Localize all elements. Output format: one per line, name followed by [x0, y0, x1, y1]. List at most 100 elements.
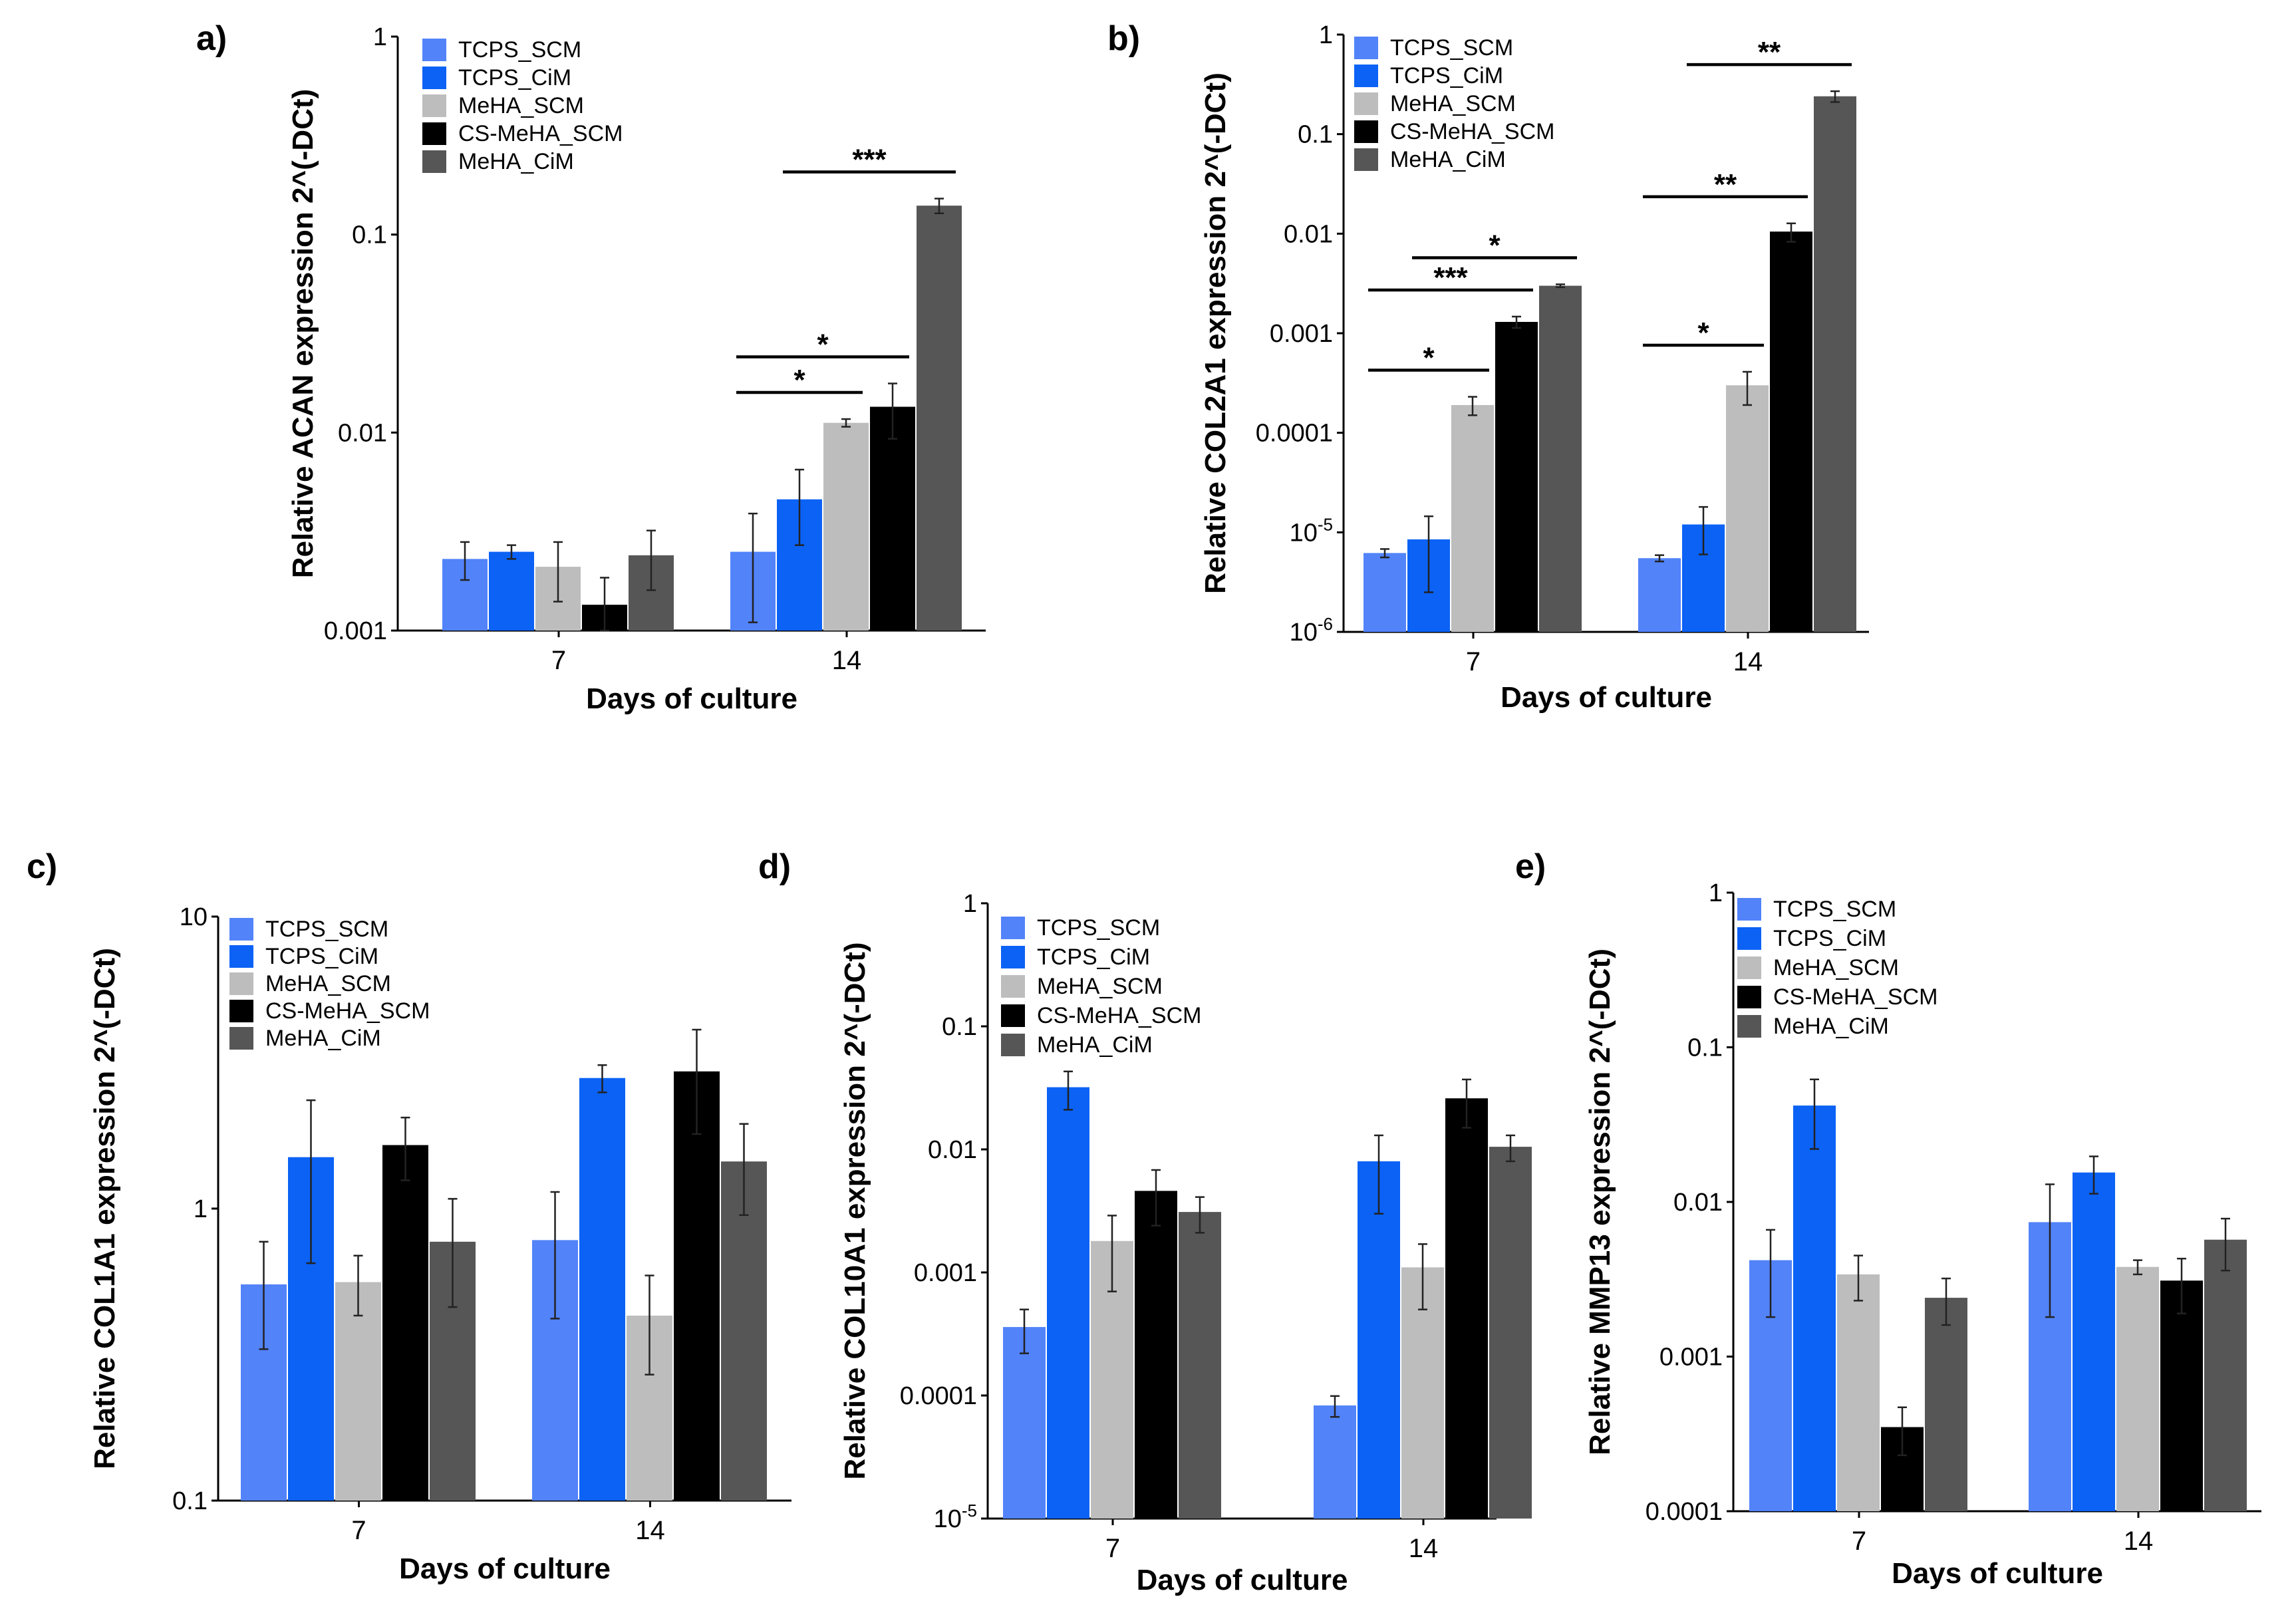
legend-label: CS-MeHA_SCM — [1390, 119, 1554, 144]
x-axis-title: Days of culture — [1892, 1557, 2103, 1590]
legend-swatch — [1354, 65, 1378, 87]
x-tick-label: 7 — [351, 1516, 366, 1545]
panel-d: d) 10-5 0.0001 0.001 0.01 0.1 1 7 14 TCPS_SCM TCPS… — [758, 847, 1532, 1596]
x-tick-label: 7 — [1852, 1527, 1866, 1556]
panel-a-label: a) — [196, 19, 227, 58]
significance-label: * — [793, 364, 805, 396]
bar-cs-meha-scm-day7 — [1135, 1191, 1177, 1519]
x-tick-label: 7 — [551, 646, 566, 675]
y-tick-label: 0.001 — [914, 1259, 977, 1287]
legend-swatch — [422, 94, 446, 117]
bar-tcps-cim-day14 — [2073, 1172, 2115, 1511]
bar-meha-cim-day7 — [1179, 1212, 1221, 1519]
legend-label: TCPS_CiM — [1773, 926, 1886, 951]
y-axis-title: Relative MMP13 expression 2^(-DCt) — [1584, 949, 1616, 1455]
y-tick-label: 0.1 — [942, 1013, 977, 1041]
significance-label: * — [817, 329, 829, 361]
legend-swatch — [229, 1027, 253, 1050]
bar-meha-cim-day14 — [1814, 96, 1856, 632]
x-tick-label: 14 — [1409, 1534, 1439, 1563]
legend-swatch — [1737, 927, 1761, 950]
legend-label: MeHA_SCM — [1773, 955, 1899, 980]
legend-label: MeHA_CiM — [1037, 1032, 1153, 1058]
bar-meha-cim-day14 — [2204, 1239, 2247, 1511]
legend-swatch — [229, 918, 253, 941]
legend-swatch — [1001, 1034, 1025, 1056]
panel-d-label: d) — [758, 847, 791, 886]
y-tick-label: 1 — [194, 1195, 208, 1223]
x-tick-label: 14 — [635, 1516, 665, 1545]
panel-e: e) 0.0001 0.001 0.01 0.1 1 7 14 TCPS_SCM TCPS_CiM… — [1515, 847, 2261, 1590]
y-tick-label: 10-6 — [1290, 614, 1333, 647]
legend-swatch — [1001, 946, 1025, 968]
significance-label: *** — [1433, 261, 1468, 294]
significance-label: * — [1489, 229, 1501, 261]
legend-swatch — [229, 945, 253, 968]
bar-meha-scm-day14 — [2116, 1266, 2159, 1511]
significance-label: * — [1423, 342, 1435, 374]
bar-meha-cim-day14 — [721, 1161, 767, 1501]
y-tick-label: 0.01 — [338, 419, 387, 447]
legend-swatch — [1737, 1015, 1761, 1038]
legend-label: TCPS_SCM — [265, 917, 388, 942]
legend-swatch — [1354, 92, 1378, 115]
bar-meha-cim-day14 — [917, 206, 962, 631]
legend-swatch — [229, 1000, 253, 1022]
significance-label: * — [1697, 317, 1709, 349]
y-tick-label: 1 — [373, 23, 387, 51]
legend-swatch — [422, 39, 446, 61]
bar-tcps-cim-day7 — [1047, 1087, 1089, 1519]
legend-label: MeHA_CiM — [265, 1026, 381, 1051]
bar-meha-cim-day7 — [1539, 285, 1582, 633]
y-tick-label: 0.01 — [1284, 220, 1333, 248]
legend-label: TCPS_CiM — [265, 944, 378, 969]
y-tick-label: 0.0001 — [1256, 420, 1333, 448]
bar-tcps-scm-day14 — [1314, 1405, 1356, 1519]
y-tick-label: 0.01 — [928, 1136, 977, 1164]
legend-label: TCPS_CiM — [1037, 945, 1150, 970]
x-tick-label: 7 — [1105, 1534, 1120, 1563]
bar-cs-meha-scm-day14 — [870, 406, 915, 631]
legend-label: MeHA_SCM — [265, 971, 391, 996]
bar-meha-scm-day7 — [1451, 404, 1494, 632]
bar-meha-scm-day14 — [1726, 385, 1769, 632]
legend-swatch — [1737, 898, 1761, 921]
bar-tcps-scm-day7 — [1363, 553, 1406, 632]
legend-swatch — [1354, 37, 1378, 59]
y-tick-label: 0.1 — [172, 1487, 208, 1515]
significance-label: ** — [1758, 36, 1781, 69]
legend-swatch — [1354, 148, 1378, 171]
y-tick-label: 10-5 — [934, 1501, 977, 1533]
legend-swatch — [422, 150, 446, 173]
bar-tcps-cim-day14 — [1358, 1161, 1400, 1519]
bar-meha-cim-day7 — [1925, 1298, 1967, 1511]
legend-label: MeHA_CiM — [458, 149, 574, 174]
legend-label: MeHA_CiM — [1773, 1014, 1889, 1039]
bar-cs-meha-scm-day7 — [382, 1145, 428, 1501]
y-tick-label: 1 — [1709, 879, 1723, 907]
bar-tcps-cim-day7 — [489, 551, 534, 631]
bar-cs-meha-scm-day14 — [2160, 1280, 2203, 1511]
panel-c-label: c) — [27, 847, 57, 886]
x-axis-title: Days of culture — [1137, 1564, 1348, 1596]
legend-label: TCPS_SCM — [1773, 897, 1896, 922]
y-tick-label: 0.1 — [352, 221, 387, 249]
y-tick-label: 10 — [180, 903, 208, 931]
legend-label: CS-MeHA_SCM — [265, 998, 430, 1024]
legend-swatch — [1001, 975, 1025, 998]
legend-label: CS-MeHA_SCM — [1037, 1003, 1201, 1028]
y-tick-label: 0.1 — [1687, 1034, 1723, 1062]
x-axis-title: Days of culture — [586, 682, 797, 715]
bar-cs-meha-scm-day14 — [1445, 1098, 1488, 1519]
x-tick-label: 14 — [1733, 647, 1763, 676]
legend-label: MeHA_SCM — [1390, 91, 1516, 116]
legend-swatch — [1354, 120, 1378, 143]
legend-label: MeHA_CiM — [1390, 147, 1506, 172]
bar-tcps-scm-day14 — [1638, 558, 1681, 632]
x-tick-label: 14 — [832, 646, 862, 675]
legend-swatch — [1737, 986, 1761, 1008]
y-tick-label: 1 — [963, 890, 977, 918]
bar-tcps-cim-day14 — [579, 1078, 625, 1501]
y-tick-label: 1 — [1319, 21, 1333, 49]
